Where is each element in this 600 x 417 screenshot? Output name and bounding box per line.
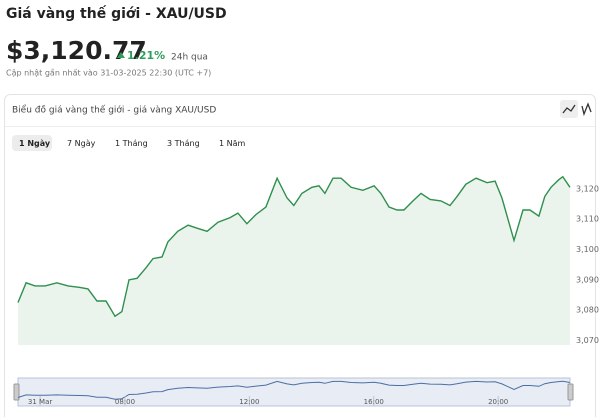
- up-icon: [117, 52, 125, 58]
- navigator-handle[interactable]: [13, 383, 20, 401]
- line: [17, 175, 571, 318]
- navigator-tick-label: 16:00: [364, 398, 384, 406]
- tab[interactable]: 1 Năm: [219, 139, 246, 148]
- plot-background: [18, 160, 570, 345]
- navigator-series: 31 Mar 08:00 12:00 16:00 20:00: [17, 380, 571, 406]
- updated: Cập nhật gần nhất vào 31-03-2025 22:30 (…: [6, 68, 211, 79]
- y-tick-label: 3,120: [576, 184, 599, 193]
- price: $3,120.77: [6, 36, 147, 65]
- tab[interactable]: 1 Ngày: [19, 139, 51, 148]
- y-tick-label: 3,100: [576, 245, 599, 254]
- y-tick-label: 3,080: [576, 306, 599, 315]
- card-title: Biểu đồ giá vàng thế giới - giá vàng XAU…: [12, 105, 216, 116]
- area: [18, 176, 570, 345]
- plot: 3,070 3,080 3,090 3,100 3,110 3,120: [17, 160, 599, 345]
- card: [4, 94, 596, 417]
- navigator-handle[interactable]: [567, 383, 574, 401]
- y-tick-label: 3,110: [576, 215, 599, 224]
- page-title: Giá vàng thế giới - XAU/USD: [6, 5, 227, 22]
- navigator-tick-label: 31 Mar: [28, 398, 52, 406]
- navigator-tick-label: 08:00: [115, 398, 135, 406]
- change: 1.21%: [127, 49, 165, 62]
- line-icon: [562, 104, 576, 114]
- tab[interactable]: 7 Ngày: [67, 139, 96, 148]
- y-tick-label: 3,070: [576, 336, 599, 345]
- navigator-line: [17, 380, 571, 400]
- candle-icon[interactable]: [581, 102, 592, 117]
- navigator-tick-label: 12:00: [239, 398, 259, 406]
- tabs: 1 Ngày 7 Ngày 1 Tháng 3 Tháng 1 Năm: [12, 135, 246, 151]
- navigator-tick-label: 20:00: [488, 398, 508, 406]
- tab-selected-bg: [12, 135, 52, 151]
- y-tick-label: 3,090: [576, 275, 599, 284]
- change-period: 24h qua: [171, 53, 208, 63]
- tab[interactable]: 1 Tháng: [115, 139, 148, 148]
- tab[interactable]: 3 Tháng: [167, 139, 200, 148]
